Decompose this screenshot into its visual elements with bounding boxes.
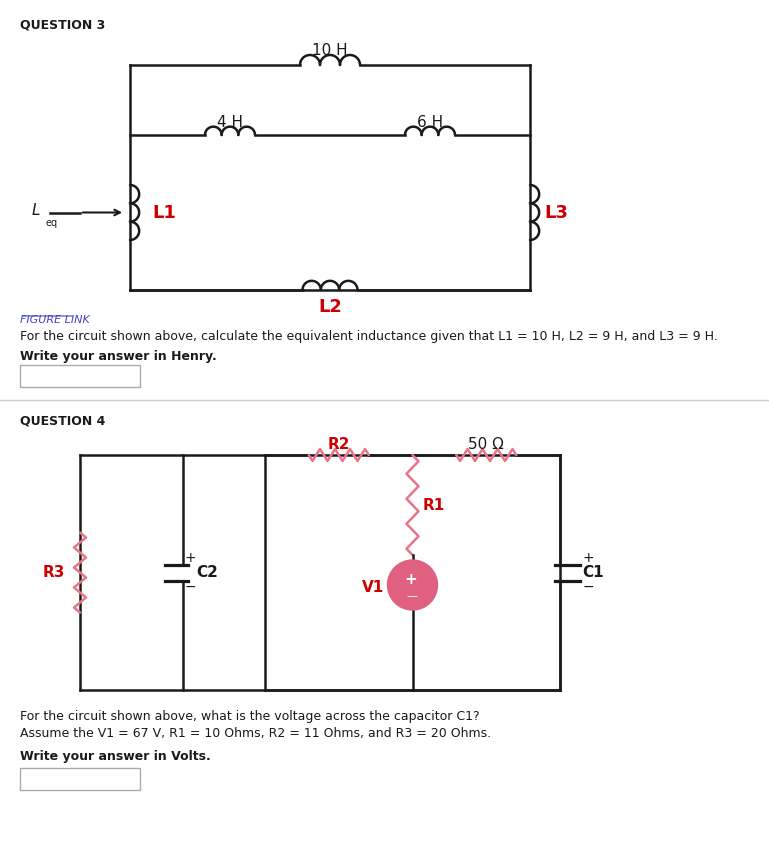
Text: R2: R2 xyxy=(328,437,350,452)
Text: +: + xyxy=(404,572,417,586)
Text: 6 H: 6 H xyxy=(417,115,443,130)
Text: −: − xyxy=(582,579,594,593)
Text: 50 Ω: 50 Ω xyxy=(468,437,504,452)
Text: 4 H: 4 H xyxy=(217,115,243,130)
Text: FIGURE LINK: FIGURE LINK xyxy=(20,315,90,325)
FancyBboxPatch shape xyxy=(20,365,140,387)
Text: 10 H: 10 H xyxy=(312,43,348,58)
Text: —: — xyxy=(407,591,418,601)
Text: For the circuit shown above, what is the voltage across the capacitor C1?: For the circuit shown above, what is the… xyxy=(20,710,480,723)
Circle shape xyxy=(388,560,438,610)
Text: Write your answer in Henry.: Write your answer in Henry. xyxy=(20,350,217,363)
Text: L2: L2 xyxy=(318,298,342,316)
Text: +: + xyxy=(582,552,594,565)
Text: QUESTION 4: QUESTION 4 xyxy=(20,415,105,428)
Text: Assume the V1 = 67 V, R1 = 10 Ohms, R2 = 11 Ohms, and R3 = 20 Ohms.: Assume the V1 = 67 V, R1 = 10 Ohms, R2 =… xyxy=(20,727,491,740)
Text: R3: R3 xyxy=(42,565,65,580)
Text: R1: R1 xyxy=(422,497,444,513)
Text: eq: eq xyxy=(46,217,58,228)
Text: QUESTION 3: QUESTION 3 xyxy=(20,18,105,31)
Text: V1: V1 xyxy=(362,580,384,596)
Text: L3: L3 xyxy=(544,204,568,222)
Text: +: + xyxy=(185,552,196,565)
Text: Write your answer in Volts.: Write your answer in Volts. xyxy=(20,750,211,763)
Text: For the circuit shown above, calculate the equivalent inductance given that L1 =: For the circuit shown above, calculate t… xyxy=(20,330,717,343)
Text: L1: L1 xyxy=(152,204,176,222)
FancyBboxPatch shape xyxy=(20,768,140,790)
Text: C1: C1 xyxy=(582,565,604,580)
Text: C2: C2 xyxy=(197,565,218,580)
Text: −: − xyxy=(185,579,196,593)
Text: L: L xyxy=(32,203,40,218)
